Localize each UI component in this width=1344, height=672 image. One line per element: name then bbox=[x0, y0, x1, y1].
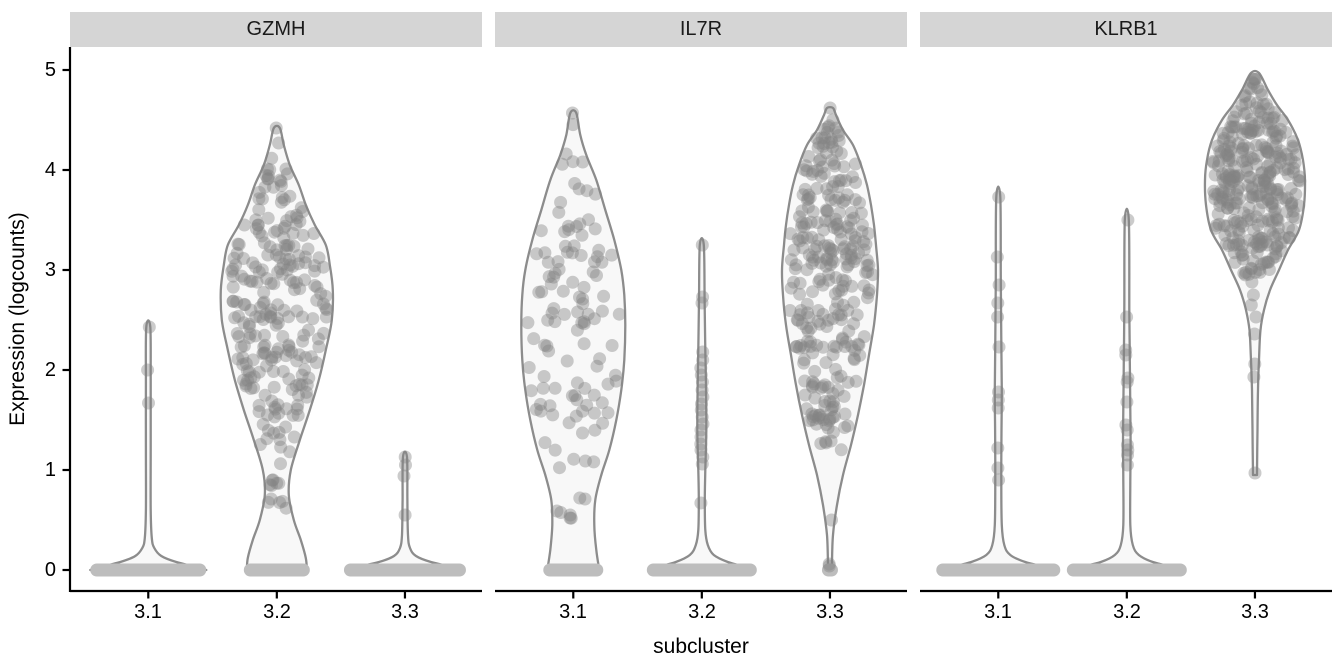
facet-label: IL7R bbox=[679, 18, 723, 40]
y-tick-label-3: 3 bbox=[44, 259, 56, 281]
violins bbox=[89, 69, 1307, 577]
facet-label: GZMH bbox=[246, 18, 306, 40]
violin-IL7R-3.2 bbox=[646, 236, 757, 577]
jitter-points bbox=[141, 72, 1307, 573]
facet-strip-klrb1: KLRB1 bbox=[920, 12, 1332, 47]
x-axis-title: subcluster bbox=[653, 635, 749, 658]
violin-GZMH-3.1 bbox=[89, 319, 208, 577]
y-axis-title: Expression (logcounts) bbox=[6, 212, 29, 426]
x-tick-label: 3.1 bbox=[984, 601, 1012, 623]
violin-KLRB1-3.2 bbox=[1066, 207, 1187, 577]
y-tick-label-4: 4 bbox=[44, 159, 56, 181]
violin-GZMH-3.2 bbox=[219, 124, 335, 577]
violin-IL7R-3.1 bbox=[520, 109, 627, 577]
points-KLRB1-3.3 bbox=[1206, 72, 1307, 480]
x-tick-label: 3.1 bbox=[559, 601, 587, 623]
axes bbox=[62, 47, 1332, 599]
y-tick-label-1: 1 bbox=[44, 459, 56, 481]
y-tick-label-2: 2 bbox=[44, 359, 56, 381]
points-IL7R-3.1 bbox=[521, 106, 626, 525]
y-tick-label-0: 0 bbox=[44, 559, 56, 581]
violin-GZMH-3.3 bbox=[343, 450, 466, 577]
x-tick-label: 3.2 bbox=[1113, 601, 1141, 623]
facet-strip-gzmh: GZMH bbox=[70, 12, 482, 47]
points-KLRB1-3.1 bbox=[990, 190, 1006, 487]
x-tick-label: 3.3 bbox=[391, 601, 419, 623]
x-tick-label: 3.3 bbox=[1241, 601, 1269, 623]
x-tick-label: 3.2 bbox=[263, 601, 291, 623]
points-IL7R-3.2 bbox=[694, 238, 710, 510]
facet-strip-il7r: IL7R bbox=[495, 12, 907, 47]
y-tick-label-5: 5 bbox=[44, 59, 56, 81]
points-IL7R-3.3 bbox=[783, 101, 880, 573]
x-tick-label: 3.3 bbox=[816, 601, 844, 623]
facet-label: KLRB1 bbox=[1094, 18, 1158, 40]
violin-KLRB1-3.1 bbox=[936, 185, 1061, 577]
points-GZMH-3.1 bbox=[141, 320, 156, 410]
x-tick-label: 3.1 bbox=[134, 601, 162, 623]
points-GZMH-3.3 bbox=[397, 450, 412, 522]
points-GZMH-3.2 bbox=[225, 121, 334, 515]
violin-KLRB1-3.3 bbox=[1203, 69, 1307, 477]
points-KLRB1-3.2 bbox=[1119, 213, 1135, 472]
violin-IL7R-3.3 bbox=[780, 105, 880, 577]
x-tick-label: 3.2 bbox=[688, 601, 716, 623]
